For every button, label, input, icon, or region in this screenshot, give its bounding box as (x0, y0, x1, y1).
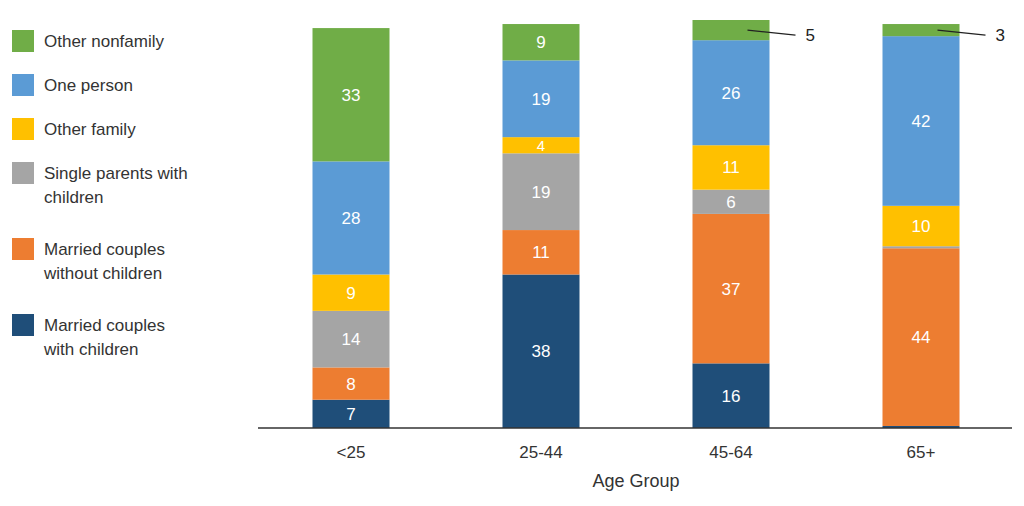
bar-segment (503, 137, 580, 153)
data-label: 19 (532, 90, 551, 109)
legend-swatch (12, 162, 34, 184)
legend-swatch (12, 74, 34, 96)
legend: Other nonfamily One person Other family Sin… (12, 30, 188, 359)
data-label: 16 (722, 387, 741, 406)
callout-line (748, 30, 796, 35)
data-label: 33 (342, 86, 361, 105)
bars (313, 20, 960, 428)
data-label: 11 (532, 243, 550, 262)
data-label: 4 (537, 137, 545, 154)
legend-label-line: Other family (44, 120, 136, 139)
legend-label: Other family (44, 120, 136, 139)
bar-segment (503, 274, 580, 428)
legend-swatch (12, 118, 34, 140)
legend-label: One person (44, 76, 133, 95)
bar-segment (313, 367, 390, 399)
bar-segment (883, 246, 960, 248)
data-label: 8 (346, 375, 355, 394)
data-label: 3 (996, 26, 1005, 45)
x-tick-label: 45-64 (709, 443, 752, 462)
x-axis (258, 427, 1012, 429)
data-label: 7 (346, 405, 355, 424)
x-tick-labels: <25 25-44 45-64 65+ (337, 443, 936, 462)
legend-label-line: Married couples (44, 316, 165, 335)
bar-segment (883, 248, 960, 426)
data-label: 9 (536, 33, 545, 52)
bar-segment (693, 40, 770, 145)
data-label: 9 (346, 284, 355, 303)
legend-label: Single parents with children (44, 164, 188, 207)
data-label: 44 (912, 328, 931, 347)
legend-label-line: Single parents with (44, 164, 188, 183)
bar-segment (883, 24, 960, 36)
bar-segment (313, 161, 390, 274)
data-label: 42 (912, 112, 931, 131)
callout-line (938, 30, 986, 35)
bar-segment (693, 363, 770, 428)
legend-label-line: Married couples (44, 240, 165, 259)
bar-segment (883, 206, 960, 246)
bar-segment (503, 24, 580, 60)
x-tick-label: 65+ (907, 443, 936, 462)
legend-swatch (12, 314, 34, 336)
x-axis-title: Age Group (592, 471, 679, 491)
legend-label-line: Other nonfamily (44, 32, 164, 51)
legend-label-line: One person (44, 76, 133, 95)
bar-segment (503, 60, 580, 137)
legend-label: Married couples with children (43, 316, 165, 359)
bar-segment (313, 274, 390, 310)
bar-segment (503, 153, 580, 230)
legend-label-line: children (44, 188, 104, 207)
legend-label-line: without children (43, 264, 162, 283)
data-label: 11 (722, 158, 740, 177)
data-label: 37 (722, 280, 741, 299)
data-label: 10 (912, 217, 931, 236)
bar-segment (313, 400, 390, 428)
data-label: 6 (726, 193, 735, 212)
bar-segment (693, 190, 770, 214)
legend-swatch (12, 238, 34, 260)
chart: 7 8 14 9 28 33 38 11 19 4 19 9 16 37 6 11 26 5 44 10 42 3 <25 2… (0, 0, 1024, 506)
bar-segment (693, 20, 770, 40)
legend-swatch (12, 30, 34, 52)
bar-segment (503, 230, 580, 274)
data-label: 5 (806, 26, 815, 45)
data-label: 28 (342, 209, 361, 228)
data-label: 38 (532, 342, 551, 361)
data-label: 26 (722, 84, 741, 103)
x-tick-label: 25-44 (519, 443, 562, 462)
bar-segment (693, 214, 770, 363)
bar-segment (313, 311, 390, 368)
legend-label: Married couples without children (43, 240, 165, 283)
bar-segment (693, 145, 770, 189)
data-label: 19 (532, 183, 551, 202)
x-tick-label: <25 (337, 443, 366, 462)
data-labels: 7 8 14 9 28 33 38 11 19 4 19 9 16 37 6 11 26 5 44 10 42 3 (342, 26, 1005, 424)
legend-label-line: with children (43, 340, 139, 359)
bar-segment (313, 28, 390, 161)
data-label: 14 (342, 330, 361, 349)
legend-label: Other nonfamily (44, 32, 164, 51)
bar-segment (883, 36, 960, 206)
